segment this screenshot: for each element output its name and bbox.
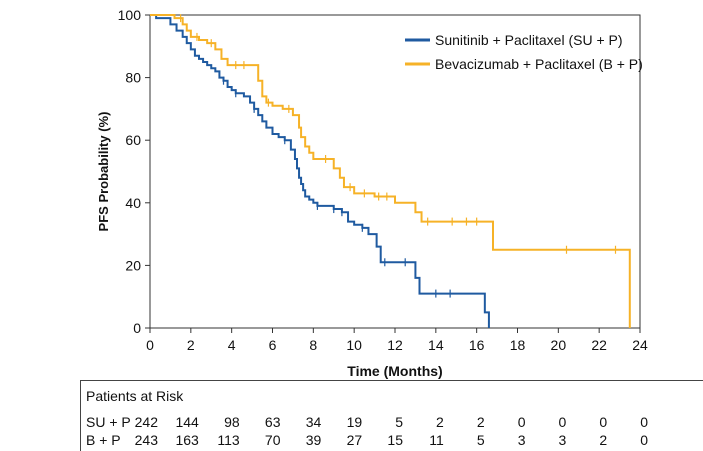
risk-cell: 113	[217, 432, 240, 448]
risk-cell: 27	[346, 432, 363, 448]
risk-cell: 2	[599, 432, 608, 448]
risk-cell: 70	[264, 432, 281, 448]
risk-table-border	[80, 380, 703, 451]
x-tick-label: 0	[146, 337, 154, 353]
x-tick-label: 6	[269, 337, 277, 353]
risk-cell: 3	[558, 432, 567, 448]
x-tick-label: 8	[309, 337, 317, 353]
risk-cell: 5	[476, 432, 485, 448]
x-axis-label: Time (Months)	[347, 363, 442, 379]
survival-curves	[150, 14, 631, 328]
risk-cell: 0	[517, 414, 526, 430]
risk-cell: 11	[429, 432, 444, 448]
risk-cell: 3	[517, 432, 526, 448]
series-line-b-p	[150, 14, 631, 328]
risk-cell: 5	[395, 414, 403, 430]
x-tick-label: 22	[591, 337, 607, 353]
x-tick-label: 2	[187, 337, 195, 353]
x-tick-label: 10	[346, 337, 362, 353]
risk-cell: 63	[264, 414, 281, 430]
x-tick-label: 4	[228, 337, 236, 353]
y-tick-label: 20	[125, 257, 141, 273]
risk-cell: 144	[175, 414, 199, 430]
patients-at-risk-table: Patients at Risk SU + P 242 144 98 63 34 19 5 2 2…	[80, 380, 703, 451]
y-tick-label: 60	[125, 132, 141, 148]
risk-cell: 163	[175, 432, 199, 448]
risk-row: SU + P 242 144 98 63 34 19 5 2 2 0 0 0 0	[80, 414, 703, 432]
legend-entry: Sunitinib + Paclitaxel (SU + P)	[435, 32, 623, 48]
x-tick-label: 24	[632, 337, 648, 353]
y-axis-label: PFS Probability (%)	[96, 112, 111, 232]
x-axis-ticks: 0 2 4 6 8 10 12 14 16 18 20 22 24	[146, 328, 648, 353]
x-tick-label: 16	[469, 337, 485, 353]
censor-marks	[180, 14, 617, 298]
y-axis-ticks: 0 20 40 60 80 100	[118, 7, 150, 336]
legend-entry: Bevacizumab + Paclitaxel (B + P)	[435, 56, 643, 72]
risk-table-title: Patients at Risk	[86, 388, 184, 404]
risk-cell: 0	[640, 414, 648, 430]
x-tick-label: 20	[551, 337, 567, 353]
risk-cell: 2	[476, 414, 485, 430]
x-tick-label: 18	[510, 337, 526, 353]
risk-cell: 0	[558, 414, 567, 430]
risk-cell: 243	[134, 432, 158, 448]
risk-cell: 242	[134, 414, 158, 430]
risk-cell: 39	[305, 432, 322, 448]
risk-row: B + P 243 163 113 70 39 27 15 11 5 3 3 2 0	[80, 432, 703, 450]
risk-cell: 2	[436, 414, 444, 430]
risk-row-label: B + P	[86, 432, 121, 448]
y-tick-label: 0	[133, 320, 141, 336]
y-tick-label: 40	[125, 195, 141, 211]
legend: Sunitinib + Paclitaxel (SU + P) Bevacizum…	[405, 32, 643, 72]
risk-cell: 15	[387, 432, 403, 448]
y-tick-label: 80	[125, 70, 141, 86]
risk-cell: 98	[224, 414, 240, 430]
x-tick-label: 12	[387, 337, 403, 353]
series-line-su-p	[150, 14, 490, 328]
risk-row-label: SU + P	[86, 414, 131, 430]
risk-cell: 0	[640, 432, 648, 448]
risk-cell: 0	[599, 414, 608, 430]
risk-cell: 34	[305, 414, 322, 430]
x-tick-label: 14	[428, 337, 444, 353]
y-tick-label: 100	[118, 7, 142, 23]
risk-cell: 19	[346, 414, 363, 430]
